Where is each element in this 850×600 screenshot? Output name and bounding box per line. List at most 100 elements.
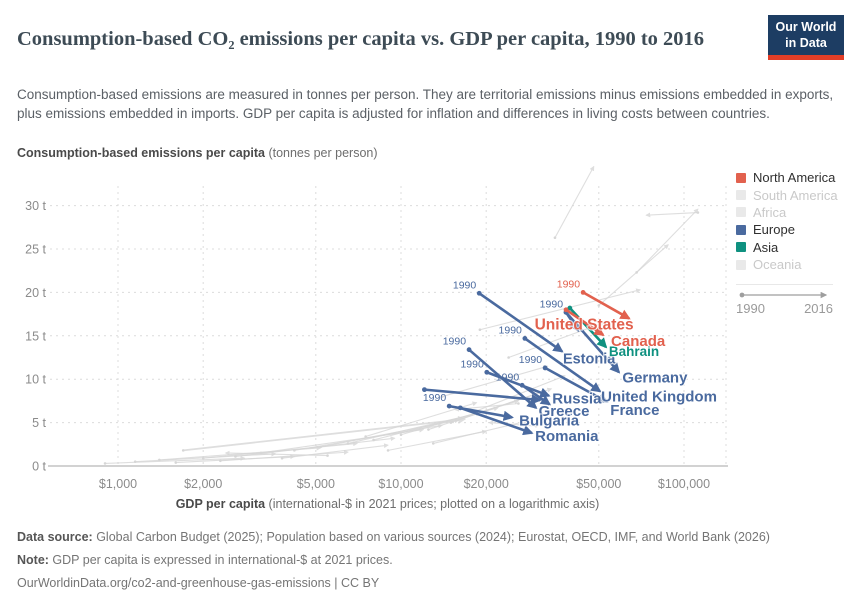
data-source-line: Data source: Global Carbon Budget (2025)…: [17, 528, 837, 547]
background-arrow-start: [534, 424, 538, 428]
legend-swatch: [736, 190, 746, 201]
legend-label: Europe: [753, 222, 795, 238]
year-marker-1990: 1990: [460, 358, 484, 370]
chart-subtitle: Consumption-based emissions are measured…: [17, 86, 834, 121]
y-tick-label: 5 t: [32, 416, 46, 430]
label-bahrain[interactable]: Bahrain: [608, 343, 660, 360]
chart-title: Consumption-based CO₂ emissions per capi…: [17, 27, 705, 50]
label-romania[interactable]: Romania: [534, 427, 600, 446]
timeline-end-year: 2016: [804, 301, 833, 316]
arrow-europe-unlabeled: [424, 388, 542, 405]
canonical-url[interactable]: OurWorldinData.org/co2-and-greenhouse-ga…: [17, 574, 837, 593]
arrow-france[interactable]: [544, 366, 609, 403]
year-marker-1990: 1990: [443, 336, 467, 348]
owid-logo-line2: in Data: [785, 35, 827, 50]
arrow-united-kingdom[interactable]: [524, 337, 602, 393]
label-estonia[interactable]: Estonia: [562, 350, 618, 368]
start-dot-canada: [563, 307, 569, 313]
legend-label: Asia: [753, 239, 779, 255]
start-dot-russia: [484, 369, 490, 375]
y-axis-title-rest: (tonnes per person): [264, 146, 378, 160]
label-bulgaria[interactable]: Bulgaria: [518, 411, 581, 430]
background-arrow: [636, 208, 699, 273]
legend-item-oceania[interactable]: Oceania: [736, 256, 848, 273]
owid-logo[interactable]: Our World in Data: [768, 15, 844, 61]
y-tick-label: 10 t: [25, 373, 46, 387]
label-france[interactable]: France: [609, 401, 660, 420]
start-dot-united-kingdom: [522, 336, 528, 341]
start-dot-romania: [457, 405, 463, 411]
data-source-text: Global Carbon Budget (2025); Population …: [92, 530, 770, 544]
background-arrow: [224, 450, 328, 457]
legend-label: Oceania: [753, 257, 802, 273]
y-tick-label: 30 t: [25, 199, 46, 213]
year-marker-1990: 1990: [423, 392, 447, 404]
owid-logo-box: Our World in Data: [768, 15, 844, 56]
year-marker-1990: 1990: [453, 279, 477, 291]
start-dot-united-states: [580, 290, 586, 295]
background-arrow: [598, 244, 669, 306]
arrow-united-states[interactable]: [582, 291, 631, 320]
background-arrow: [105, 455, 246, 464]
x-axis-title-bold: GDP per capita: [175, 497, 266, 511]
arrow-estonia[interactable]: [478, 292, 564, 353]
arrow-bahrain[interactable]: [568, 307, 608, 349]
y-tick-label: 20 t: [25, 286, 46, 300]
arrow-russia[interactable]: [486, 371, 551, 398]
background-arrow: [554, 165, 595, 238]
legend-label: North America: [753, 170, 836, 186]
background-arrow: [645, 211, 698, 218]
start-dot-bahrain: [567, 305, 573, 311]
background-arrow: [282, 443, 389, 459]
timeline-start-year: 1990: [736, 301, 765, 316]
start-dot-europe-unlabeled: [422, 387, 427, 393]
timeline-labels: 1990 2016: [736, 301, 833, 316]
label-canada[interactable]: Canada: [610, 332, 667, 351]
start-dot-greece: [466, 347, 472, 353]
x-tick-label: $5,000: [297, 477, 335, 491]
year-marker-1990: 1990: [519, 354, 543, 366]
label-greece[interactable]: Greece: [537, 402, 590, 421]
legend-item-europe[interactable]: Europe: [736, 221, 848, 238]
legend-item-north-america[interactable]: North America: [736, 169, 848, 186]
background-arrow: [183, 415, 467, 452]
start-dot-bulgaria: [446, 403, 452, 409]
arrow-canada[interactable]: [565, 308, 605, 337]
chart-footer: Data source: Global Carbon Budget (2025)…: [17, 528, 837, 596]
data-source-label: Data source:: [17, 530, 93, 544]
arrow-romania[interactable]: [459, 406, 534, 436]
background-arrow: [433, 419, 529, 444]
legend-swatch: [736, 172, 746, 183]
owid-logo-line1: Our World: [775, 20, 837, 34]
label-united-kingdom[interactable]: United Kingdom: [600, 387, 718, 406]
label-russia[interactable]: Russia: [551, 390, 603, 409]
legend-item-asia[interactable]: Asia: [736, 239, 848, 256]
legend-label: Africa: [753, 204, 787, 220]
background-arrow-start: [326, 454, 329, 457]
year-marker-1990: 1990: [496, 371, 520, 383]
arrow-germany[interactable]: [565, 311, 621, 374]
legend-item-south-america[interactable]: South America: [736, 186, 848, 203]
start-dot-estonia: [476, 290, 482, 296]
background-arrow: [442, 364, 549, 398]
legend-swatch: [736, 207, 746, 218]
background-arrow-start: [133, 460, 137, 463]
canonical-url-text: OurWorldinData.org/co2-and-greenhouse-ga…: [17, 575, 380, 590]
background-arrow-start: [234, 455, 237, 458]
background-arrow: [479, 288, 642, 331]
label-united-states[interactable]: United States: [534, 315, 635, 334]
x-tick-label: $100,000: [658, 477, 710, 491]
legend-swatch: [736, 224, 746, 235]
legend-swatch: [736, 259, 746, 270]
owid-logo-redbar: [768, 55, 844, 61]
x-tick-label: $10,000: [378, 477, 423, 491]
x-tick-label: $50,000: [576, 477, 621, 491]
legend-label: South America: [753, 187, 838, 203]
y-tick-label: 25 t: [25, 243, 46, 257]
label-germany[interactable]: Germany: [621, 368, 689, 387]
legend-divider: [736, 284, 833, 285]
start-dot-france: [542, 365, 548, 371]
legend-item-africa[interactable]: Africa: [736, 204, 848, 221]
